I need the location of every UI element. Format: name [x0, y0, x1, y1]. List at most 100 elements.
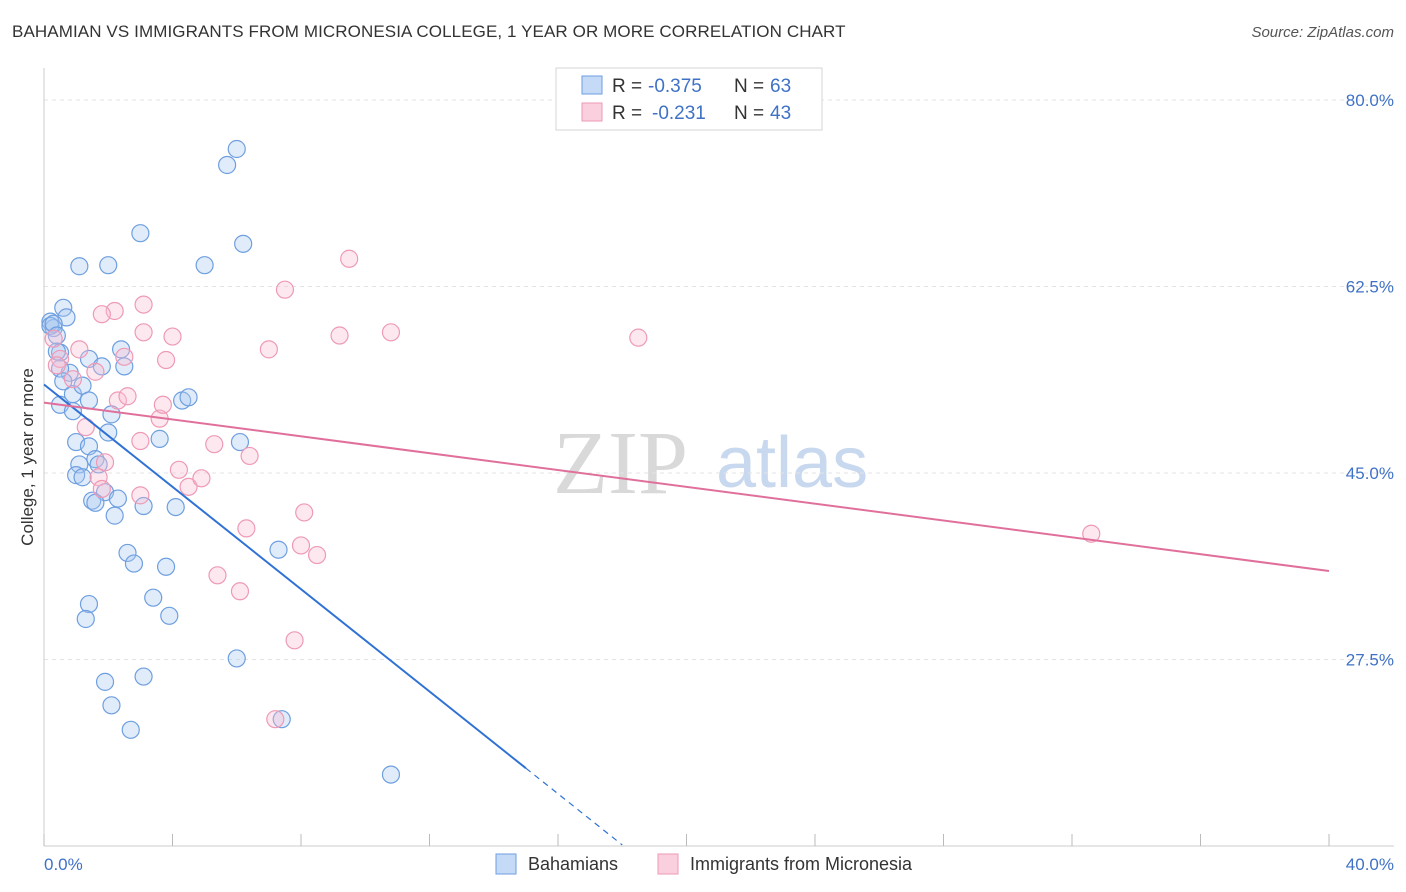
point-micronesia-30 [330, 326, 349, 345]
point-bahamians-23 [86, 450, 105, 469]
point-bahamians-29 [108, 489, 127, 508]
legend-r-value-1: -0.375 [648, 76, 702, 97]
point-micronesia-25 [205, 435, 224, 454]
series-legend: Bahamians Immigrants from Micronesia [495, 853, 913, 875]
legend-n-label-1: N = [734, 76, 764, 97]
source-label: Source: ZipAtlas.com [1251, 24, 1394, 41]
trend-line-micronesia [43, 401, 1330, 573]
point-micronesia-27 [237, 519, 256, 538]
point-micronesia-31 [381, 323, 401, 342]
point-micronesia-17 [92, 305, 111, 324]
point-micronesia-15 [92, 479, 111, 499]
point-bahamians-33 [166, 497, 185, 517]
chart-title: BAHAMIAN VS IMMIGRANTS FROM MICRONESIA C… [12, 22, 846, 41]
point-bahamians-60 [381, 765, 401, 784]
point-bahamians-32 [134, 496, 153, 516]
point-bahamians-16 [79, 391, 99, 410]
point-bahamians-46 [118, 543, 137, 563]
point-bahamians-61 [44, 314, 63, 333]
trend-line-bahamians [43, 383, 527, 769]
point-bahamians-53 [227, 649, 246, 668]
point-bahamians-59 [269, 540, 288, 559]
legend-n-value-2: 43 [770, 103, 791, 124]
point-micronesia-37 [230, 582, 250, 601]
y-tick-labels: 27.5% 45.0% 62.5% 80.0% [1346, 91, 1394, 670]
point-micronesia-5 [86, 362, 105, 381]
point-micronesia-32 [340, 249, 359, 268]
point-micronesia-22 [179, 477, 198, 496]
bottom-legend-swatch-bahamians [495, 853, 517, 875]
point-bahamians-30 [83, 491, 102, 510]
watermark-zip: ZIP [553, 414, 688, 513]
point-micronesia-10 [153, 395, 172, 414]
x-ticks [43, 834, 1330, 846]
point-bahamians-50 [160, 606, 179, 625]
x-tick-label-max: 40.0% [1346, 855, 1394, 874]
point-bahamians-41 [131, 224, 150, 243]
series-micronesia [44, 249, 1101, 729]
legend-swatch-micronesia [581, 102, 603, 122]
stats-legend: R = -0.375 N = 63 R = -0.231 N = 43 [555, 67, 823, 131]
point-bahamians-55 [134, 667, 153, 686]
y-tick-label-1: 45.0% [1346, 464, 1394, 483]
point-micronesia-35 [307, 545, 327, 565]
watermark-atlas: atlas [716, 423, 868, 503]
point-bahamians-54 [95, 672, 115, 691]
trend-line-bahamians-extension [525, 767, 623, 846]
y-tick-label-0: 27.5% [1346, 650, 1394, 669]
point-bahamians-34 [105, 506, 124, 525]
point-micronesia-24 [131, 486, 150, 505]
point-bahamians-62 [47, 326, 66, 345]
point-micronesia-21 [169, 460, 189, 479]
point-micronesia-20 [163, 327, 182, 346]
point-micronesia-11 [156, 350, 176, 370]
point-micronesia-6 [108, 391, 127, 410]
point-bahamians-42 [99, 256, 118, 275]
point-micronesia-40 [629, 328, 648, 347]
point-bahamians-51 [79, 594, 99, 614]
point-bahamians-37 [150, 429, 169, 448]
point-micronesia-8 [131, 431, 150, 451]
point-bahamians-40 [227, 139, 246, 159]
point-micronesia-26 [240, 446, 259, 466]
legend-r-value-2: -0.231 [652, 103, 706, 124]
legend-r-label-1: R = [612, 76, 642, 97]
trend-lines [43, 383, 1330, 846]
legend-swatch-bahamians [581, 75, 603, 95]
point-micronesia-3 [70, 340, 89, 359]
x-tick-label-min: 0.0% [44, 855, 83, 874]
point-micronesia-42 [95, 453, 115, 472]
point-bahamians-47 [124, 554, 144, 573]
point-micronesia-2 [47, 356, 66, 375]
point-micronesia-36 [208, 566, 227, 585]
point-bahamians-38 [230, 432, 250, 452]
point-bahamians-39 [218, 155, 237, 175]
point-bahamians-36 [179, 388, 198, 407]
point-bahamians-49 [144, 588, 163, 607]
point-micronesia-23 [192, 469, 211, 488]
point-micronesia-12 [115, 347, 134, 366]
point-micronesia-34 [291, 536, 311, 555]
point-bahamians-58 [272, 710, 291, 729]
point-micronesia-19 [134, 295, 153, 314]
point-bahamians-27 [73, 468, 92, 487]
legend-n-label-2: N = [734, 103, 764, 124]
point-micronesia-33 [295, 503, 314, 522]
grid-lines [44, 99, 1394, 660]
point-bahamians-44 [195, 256, 214, 275]
point-micronesia-39 [266, 710, 285, 729]
point-bahamians-43 [70, 257, 89, 276]
point-bahamians-20 [99, 423, 118, 442]
point-micronesia-38 [285, 631, 304, 650]
y-tick-label-2: 62.5% [1346, 277, 1394, 296]
point-bahamians-15 [115, 357, 134, 376]
point-bahamians-45 [234, 234, 253, 253]
legend-r-label-2: R = [612, 103, 642, 124]
point-bahamians-48 [156, 557, 176, 576]
series-bahamians [41, 139, 401, 784]
point-bahamians-56 [102, 696, 121, 715]
legend-n-value-1: 63 [770, 76, 791, 97]
point-micronesia-7 [118, 387, 137, 406]
point-micronesia-41 [1082, 524, 1101, 543]
